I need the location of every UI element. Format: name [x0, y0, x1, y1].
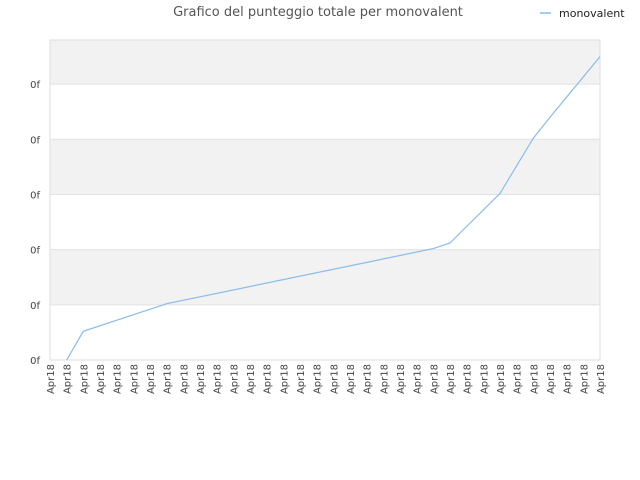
x-tick-label: Apr18 — [546, 364, 557, 394]
x-tick-label: Apr18 — [413, 364, 424, 394]
grid-band — [50, 40, 600, 85]
x-tick-label: Apr18 — [196, 364, 207, 394]
x-tick-label: Apr18 — [63, 364, 74, 394]
x-tick-label: Apr18 — [429, 364, 440, 394]
x-tick-label: Apr18 — [296, 364, 307, 394]
x-tick-label: Apr18 — [596, 364, 607, 394]
x-tick-label: Apr18 — [563, 364, 574, 394]
x-tick-label: Apr18 — [129, 364, 140, 394]
grid-lines — [50, 83, 600, 306]
y-tick-label: 0f — [30, 356, 40, 367]
x-tick-label: Apr18 — [329, 364, 340, 394]
x-tick-label: Apr18 — [496, 364, 507, 394]
y-axis-ticks: 0f 0f 0f 0f 0f 0f — [30, 80, 40, 367]
x-tick-label: Apr18 — [146, 364, 157, 394]
grid-band — [50, 139, 600, 195]
x-tick-label: Apr18 — [96, 364, 107, 394]
grid-band — [50, 84, 600, 140]
legend-label-monovalent: monovalent — [559, 7, 625, 20]
y-tick-label: 0f — [30, 246, 40, 257]
x-tick-label: Apr18 — [463, 364, 474, 394]
x-tick-label: Apr18 — [179, 364, 190, 394]
x-tick-label: Apr18 — [446, 364, 457, 394]
x-tick-label: Apr18 — [479, 364, 490, 394]
series-layer — [66, 56, 601, 361]
x-tick-label: Apr18 — [163, 364, 174, 394]
legend: monovalent — [540, 7, 625, 20]
x-tick-label: Apr18 — [346, 364, 357, 394]
plot-border — [49, 39, 601, 361]
x-tick-label: Apr18 — [396, 364, 407, 394]
x-tick-label: Apr18 — [46, 364, 57, 394]
grid-band — [50, 194, 600, 250]
series-line-monovalent — [66, 56, 601, 361]
x-tick-label: Apr18 — [229, 364, 240, 394]
x-tick-label: Apr18 — [513, 364, 524, 394]
x-tick-label: Apr18 — [79, 364, 90, 394]
y-tick-label: 0f — [30, 301, 40, 312]
x-axis-ticks: Apr18 Apr18 Apr18 Apr18 Apr18 Apr18 Apr18 Apr18… — [46, 364, 607, 394]
x-tick-label: Apr18 — [313, 364, 324, 394]
x-tick-label: Apr18 — [246, 364, 257, 394]
y-tick-label: 0f — [30, 80, 40, 91]
x-tick-label: Apr18 — [279, 364, 290, 394]
x-tick-label: Apr18 — [363, 364, 374, 394]
chart-title: Grafico del punteggio totale per monoval… — [173, 5, 463, 20]
x-tick-label: Apr18 — [579, 364, 590, 394]
grid-band — [50, 304, 600, 360]
grid-bands — [50, 40, 600, 360]
x-tick-label: Apr18 — [379, 364, 390, 394]
y-tick-label: 0f — [30, 190, 40, 201]
x-tick-label: Apr18 — [113, 364, 124, 394]
grid-band — [50, 249, 600, 305]
y-tick-label: 0f — [30, 135, 40, 146]
x-tick-label: Apr18 — [529, 364, 540, 394]
x-tick-label: Apr18 — [263, 364, 274, 394]
x-tick-label: Apr18 — [213, 364, 224, 394]
